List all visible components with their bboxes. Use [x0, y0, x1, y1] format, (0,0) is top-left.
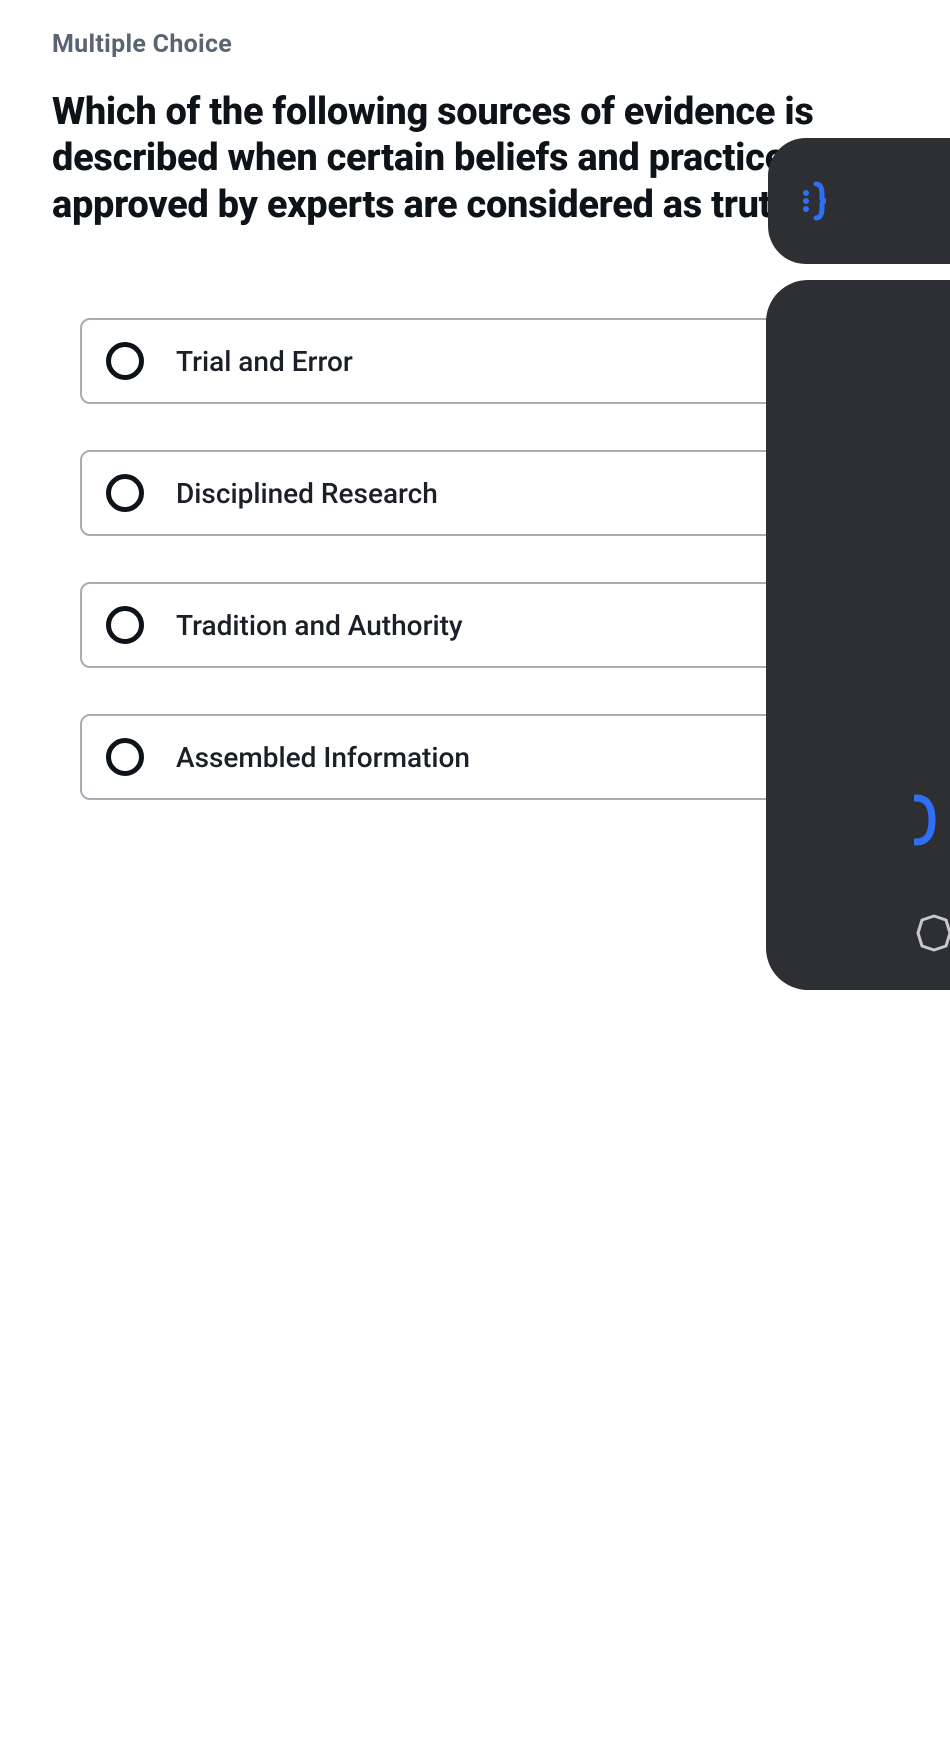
option-label: Tradition and Authority — [176, 609, 463, 642]
radio-icon — [106, 606, 144, 644]
radio-icon — [106, 738, 144, 776]
option-label: Disciplined Research — [176, 477, 438, 510]
chevron-icon — [914, 790, 950, 850]
radio-icon — [106, 342, 144, 380]
radio-icon — [106, 474, 144, 512]
bracket-icon — [800, 176, 850, 226]
option-label: Assembled Information — [176, 741, 470, 774]
option-label: Trial and Error — [176, 345, 353, 378]
gear-icon — [914, 908, 950, 958]
side-panel-main[interactable] — [766, 280, 950, 990]
question-type-label: Multiple Choice — [52, 30, 898, 59]
side-panel-top[interactable] — [768, 138, 950, 264]
dot-icon — [926, 1004, 950, 1028]
